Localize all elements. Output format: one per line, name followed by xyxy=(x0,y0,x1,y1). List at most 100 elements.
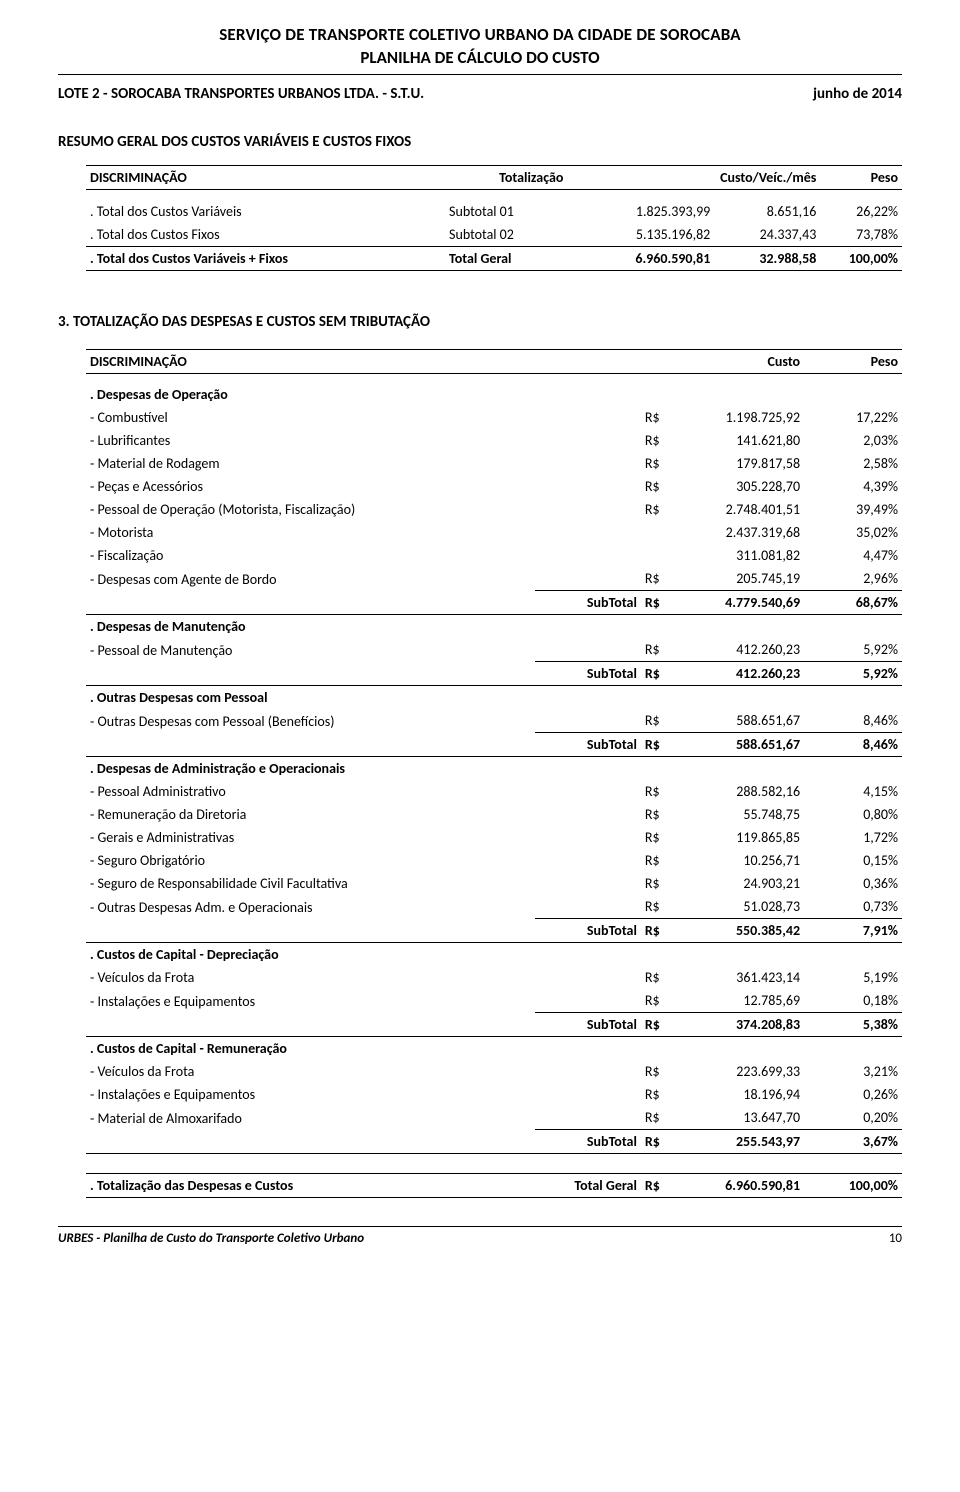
cell: 5.135.196,82 xyxy=(567,223,714,247)
cell: 119.865,85 xyxy=(682,826,804,849)
cell: - Material de Almoxarifado xyxy=(86,1106,535,1130)
table-row: - Instalações e EquipamentosR$12.785,690… xyxy=(86,989,902,1013)
cell: R$ xyxy=(641,966,682,989)
cell: 5,92% xyxy=(804,638,902,662)
cell xyxy=(535,709,641,733)
cell: - Remuneração da Diretoria xyxy=(86,803,535,826)
table-row: . Despesas de Operação xyxy=(86,383,902,406)
cell: 0,15% xyxy=(804,849,902,872)
table-row: . Total dos Custos Fixos Subtotal 02 5.1… xyxy=(86,223,902,247)
cell: - Seguro Obrigatório xyxy=(86,849,535,872)
cell: Total Geral xyxy=(535,1174,641,1198)
table-row: SubTotalR$4.779.540,6968,67% xyxy=(86,591,902,615)
cell xyxy=(682,383,804,406)
lote-row: LOTE 2 - SOROCABA TRANSPORTES URBANOS LT… xyxy=(58,85,902,103)
cell: R$ xyxy=(641,803,682,826)
cell: 3,21% xyxy=(804,1060,902,1083)
table-row: - Gerais e AdministrativasR$119.865,851,… xyxy=(86,826,902,849)
cell: 13.647,70 xyxy=(682,1106,804,1130)
cell: . Despesas de Administração e Operaciona… xyxy=(86,757,535,781)
resumo-title: RESUMO GERAL DOS CUSTOS VARIÁVEIS E CUST… xyxy=(58,133,902,151)
cell: 0,73% xyxy=(804,895,902,919)
cell xyxy=(535,943,641,967)
cell: 2,58% xyxy=(804,452,902,475)
table-row: SubTotalR$550.385,427,91% xyxy=(86,919,902,943)
cell: 26,22% xyxy=(820,200,902,223)
cell xyxy=(535,872,641,895)
table-row: - CombustívelR$1.198.725,9217,22% xyxy=(86,406,902,429)
cell: - Material de Rodagem xyxy=(86,452,535,475)
resumo-h4: Peso xyxy=(820,166,902,190)
cell: R$ xyxy=(641,989,682,1013)
date-label: junho de 2014 xyxy=(813,85,902,103)
cell: 255.543,97 xyxy=(682,1130,804,1154)
cell: 361.423,14 xyxy=(682,966,804,989)
table-row: - Pessoal AdministrativoR$288.582,164,15… xyxy=(86,780,902,803)
cell: 32.988,58 xyxy=(714,246,820,270)
cell: 39,49% xyxy=(804,498,902,521)
cell: 24.903,21 xyxy=(682,872,804,895)
cell xyxy=(535,803,641,826)
resumo-h3: Custo/Veíc./mês xyxy=(567,166,820,190)
cell: Subtotal 01 xyxy=(445,200,567,223)
cell: R$ xyxy=(641,872,682,895)
cell xyxy=(535,895,641,919)
cell xyxy=(682,757,804,781)
table-row: - Veículos da FrotaR$361.423,145,19% xyxy=(86,966,902,989)
cell: R$ xyxy=(641,452,682,475)
cell: - Veículos da Frota xyxy=(86,1060,535,1083)
cell: R$ xyxy=(641,1060,682,1083)
footer-page: 10 xyxy=(889,1231,902,1246)
table-row: - Outras Despesas com Pessoal (Benefício… xyxy=(86,709,902,733)
cell: 311.081,82 xyxy=(682,544,804,567)
cell: SubTotal xyxy=(535,662,641,686)
cell: R$ xyxy=(641,567,682,591)
resumo-table: DISCRIMINAÇÃO Totalização Custo/Veíc./mê… xyxy=(86,165,902,271)
footer: URBES - Planilha de Custo do Transporte … xyxy=(58,1226,902,1246)
cell xyxy=(535,475,641,498)
page: SERVIÇO DE TRANSPORTE COLETIVO URBANO DA… xyxy=(0,0,960,1266)
blank xyxy=(535,349,641,373)
cell xyxy=(804,1037,902,1061)
cell: 2,96% xyxy=(804,567,902,591)
cell: 4,47% xyxy=(804,544,902,567)
cell xyxy=(535,1106,641,1130)
sec3-h1: DISCRIMINAÇÃO xyxy=(86,349,535,373)
cell: 550.385,42 xyxy=(682,919,804,943)
cell: SubTotal xyxy=(535,1130,641,1154)
cell: 18.196,94 xyxy=(682,1083,804,1106)
cell: . Total dos Custos Variáveis + Fixos xyxy=(86,246,445,270)
table-row: SubTotalR$374.208,835,38% xyxy=(86,1013,902,1037)
cell xyxy=(86,1013,535,1037)
cell: 374.208,83 xyxy=(682,1013,804,1037)
cell: - Pessoal de Operação (Motorista, Fiscal… xyxy=(86,498,535,521)
table-row: SubTotalR$412.260,235,92% xyxy=(86,662,902,686)
cell: . Despesas de Manutenção xyxy=(86,615,535,639)
cell xyxy=(86,662,535,686)
cell: 68,67% xyxy=(804,591,902,615)
cell: - Gerais e Administrativas xyxy=(86,826,535,849)
cell: 8,46% xyxy=(804,709,902,733)
cell: 12.785,69 xyxy=(682,989,804,1013)
cell: - Motorista xyxy=(86,521,535,544)
cell xyxy=(535,989,641,1013)
cell: . Outras Despesas com Pessoal xyxy=(86,686,535,710)
cell: 4,15% xyxy=(804,780,902,803)
cell xyxy=(535,498,641,521)
table-row: - Seguro ObrigatórioR$10.256,710,15% xyxy=(86,849,902,872)
cell xyxy=(804,943,902,967)
cell: R$ xyxy=(641,780,682,803)
cell xyxy=(535,638,641,662)
cell: - Peças e Acessórios xyxy=(86,475,535,498)
cell: - Pessoal de Manutenção xyxy=(86,638,535,662)
cell: - Pessoal Administrativo xyxy=(86,780,535,803)
cell: 51.028,73 xyxy=(682,895,804,919)
cell: 100,00% xyxy=(804,1174,902,1198)
cell: - Seguro de Responsabilidade Civil Facul… xyxy=(86,872,535,895)
cell xyxy=(535,452,641,475)
cell xyxy=(535,429,641,452)
cell xyxy=(641,615,682,639)
cell: 5,19% xyxy=(804,966,902,989)
footer-left: URBES - Planilha de Custo do Transporte … xyxy=(58,1231,364,1246)
table-row: . Despesas de Manutenção xyxy=(86,615,902,639)
